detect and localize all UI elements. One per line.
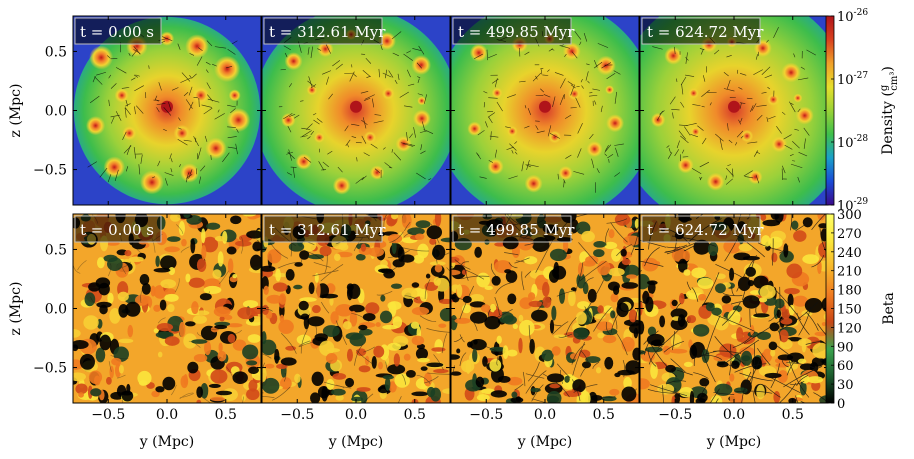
y-tick-label: 0.5 <box>45 242 67 258</box>
x-axis-label: y (Mpc) <box>517 434 572 450</box>
x-tick-label: 0.5 <box>215 407 237 423</box>
x-axis-label: y (Mpc) <box>706 434 761 450</box>
density-panel-4 <box>640 16 828 205</box>
time-label-box <box>452 215 572 243</box>
beta-colorbar-tick: 270 <box>837 227 862 242</box>
density-colorbar <box>825 15 835 206</box>
y-axis-label: z (Mpc) <box>8 84 24 138</box>
time-label-box <box>263 215 383 243</box>
y-tick-label: 0.0 <box>45 302 67 318</box>
time-label: t = 312.61 Myr <box>269 221 386 239</box>
time-label: t = 624.72 Myr <box>647 23 764 41</box>
time-label-box <box>452 17 572 45</box>
time-label-box <box>74 215 162 243</box>
beta-colorbar-label: Beta <box>881 292 897 325</box>
y-tick-label: −0.5 <box>33 361 67 377</box>
beta-panel-4 <box>640 214 828 403</box>
beta-colorbar-tick: 150 <box>837 303 862 318</box>
density-colorbar-label: Density (gcm³) <box>879 66 900 155</box>
x-tick-label: −0.5 <box>469 407 503 423</box>
density-colorbar-tick: 10-29 <box>837 197 868 214</box>
x-tick-label: 0.5 <box>782 407 804 423</box>
x-tick-label: 0.0 <box>723 407 745 423</box>
x-axis-label: y (Mpc) <box>328 434 383 450</box>
x-tick-label: −0.5 <box>91 407 125 423</box>
beta-panel-1 <box>73 214 261 403</box>
density-colorbar-tick: 10-26 <box>837 8 868 25</box>
time-label-box <box>641 17 761 45</box>
beta-colorbar-tick: 30 <box>837 378 854 393</box>
x-tick-label: 0.5 <box>404 407 426 423</box>
x-tick-label: −0.5 <box>280 407 314 423</box>
x-tick-label: 0.5 <box>593 407 615 423</box>
beta-colorbar-tick: 90 <box>837 340 854 355</box>
beta-colorbar-tick: 60 <box>837 359 854 374</box>
density-colorbar-tick: 10-27 <box>837 71 868 88</box>
beta-colorbar-tick: 180 <box>837 284 862 299</box>
time-label: t = 0.00 s <box>80 221 154 239</box>
y-tick-label: −0.5 <box>33 163 67 179</box>
time-label: t = 312.61 Myr <box>269 23 386 41</box>
x-tick-label: 0.0 <box>156 407 178 423</box>
time-label-box <box>263 17 383 45</box>
axes-layer: 0.5 0.0 −0.5 z (Mpc) 0.5 0.0 −0.5 z (Mpc) −0.5 0.… <box>8 15 829 450</box>
time-label-box <box>641 215 761 243</box>
beta-colorbar-tick: 0 <box>837 397 845 412</box>
x-tick-label: 0.0 <box>345 407 367 423</box>
time-label: t = 499.85 Myr <box>458 23 575 41</box>
time-label-box <box>74 17 162 45</box>
beta-colorbar-tick: 120 <box>837 321 862 336</box>
density-panel-3 <box>451 16 639 205</box>
x-tick-label: 0.0 <box>534 407 556 423</box>
x-axis-label: y (Mpc) <box>139 434 194 450</box>
time-label: t = 624.72 Myr <box>647 221 764 239</box>
y-tick-label: 0.5 <box>45 44 67 60</box>
beta-colorbar-tick: 240 <box>837 246 862 261</box>
panels-layer <box>73 16 828 403</box>
y-tick-label: 0.0 <box>45 104 67 120</box>
density-colorbar-tick: 10-28 <box>837 134 868 151</box>
beta-colorbar-tick: 210 <box>837 265 862 280</box>
x-tick-label: −0.5 <box>658 407 692 423</box>
time-label: t = 0.00 s <box>80 23 154 41</box>
time-label: t = 499.85 Myr <box>458 221 575 239</box>
beta-colorbar-tick: 300 <box>837 208 862 223</box>
density-panel-1 <box>73 16 261 205</box>
y-axis-label: z (Mpc) <box>8 282 24 336</box>
overlays-layer: t = 0.00 s t = 312.61 Myr t = 499.85 Myr t … <box>74 17 764 243</box>
